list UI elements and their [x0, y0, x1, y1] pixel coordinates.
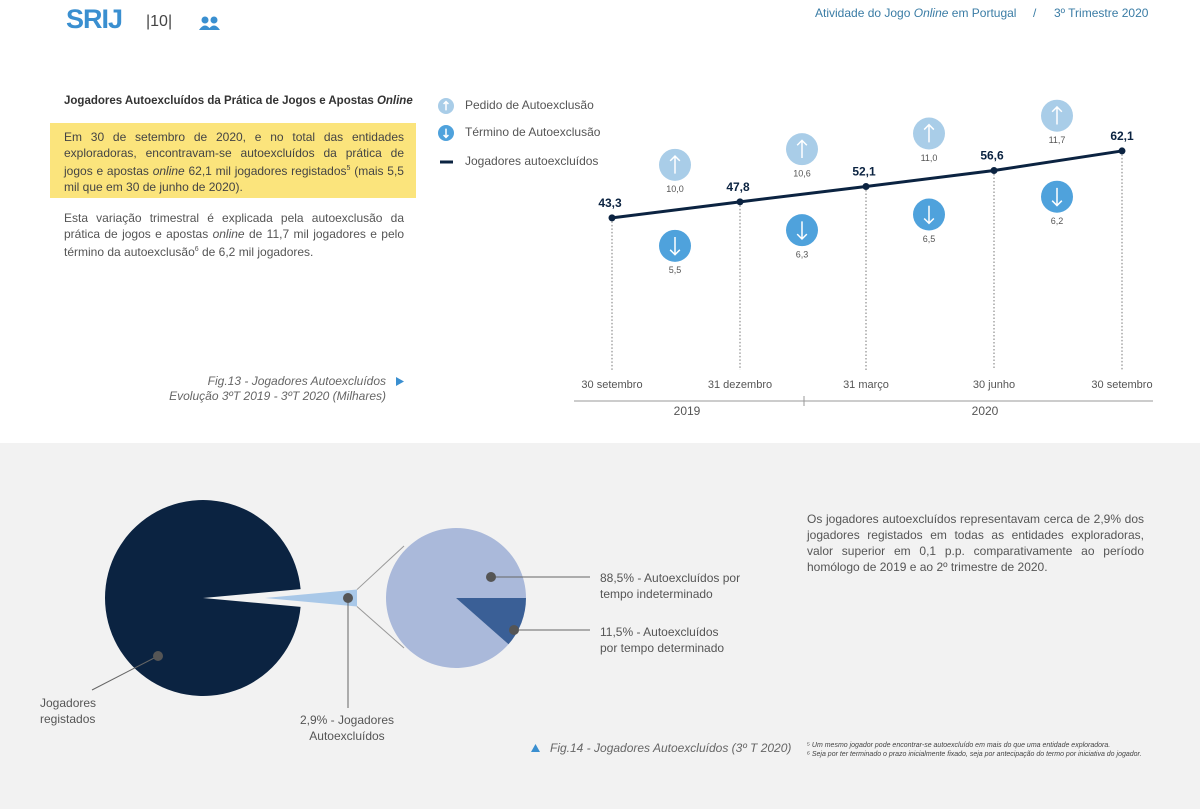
header-title: Atividade do Jogo Online em Portugal — [815, 6, 1016, 20]
footnote: ⁶ Seja por ter terminado o prazo inicial… — [807, 751, 1142, 758]
arrow — [1051, 187, 1063, 207]
value-label: 43,3 — [598, 196, 622, 210]
text: Online — [913, 6, 949, 20]
point — [990, 167, 998, 175]
text: online — [152, 164, 185, 178]
pie-label: Jogadores registados — [40, 696, 97, 726]
pie-label: 2,9% - Jogadores Autoexcluídos — [299, 713, 395, 743]
paragraph: Esta variação trimestral é explicada pel… — [64, 210, 404, 260]
point — [862, 183, 870, 191]
text: Atividade do Jogo — [815, 6, 914, 20]
leader-dot — [153, 651, 163, 661]
highlight-box — [50, 123, 416, 198]
text: 6 — [194, 246, 199, 253]
text: de 6,2 mil jogadores. — [198, 245, 314, 259]
point — [736, 198, 744, 206]
category-label: 31 dezembro — [708, 379, 772, 391]
logo: SRIJ — [66, 4, 123, 34]
figure-caption: Fig.14 - Jogadores Autoexcluídos (3º T 2… — [550, 741, 792, 755]
category-label: 30 setembro — [1091, 379, 1152, 391]
connector — [356, 606, 405, 649]
value-label: 5,5 — [669, 265, 682, 275]
arrow — [796, 139, 808, 158]
arrow — [669, 237, 681, 256]
text: Jogadores Autoexcluídos da Prática de Jo… — [64, 95, 377, 107]
footnote: ⁵ Um mesmo jogador pode encontrar-se aut… — [807, 742, 1111, 749]
text: (mais 5,5 mil que em 30 de junho de 2020… — [64, 164, 404, 194]
text: em Portugal — [948, 6, 1017, 20]
text: Em 30 de setembro de 2020, e no total da… — [64, 130, 404, 178]
year-label: 2019 — [674, 404, 701, 418]
arrow — [443, 128, 449, 139]
category-label: 31 março — [843, 379, 889, 391]
legend-label: Jogadores autoexcluídos — [465, 154, 598, 168]
arrow — [796, 221, 808, 241]
leader-dot — [343, 593, 353, 603]
text: 62,1 mil jogadores registados — [184, 164, 347, 178]
value-label: 47,8 — [726, 180, 750, 194]
figure-caption: Fig.13 - Jogadores Autoexcluídos Evolução… — [100, 374, 386, 404]
header-period: 3º Trimestre 2020 — [1054, 6, 1149, 20]
value-label: 10,6 — [793, 169, 811, 179]
value-label: 62,1 — [1110, 129, 1134, 143]
pie-slice — [456, 598, 526, 645]
year-label: 2020 — [972, 404, 999, 418]
page-number: |10| — [146, 13, 173, 30]
value-label: 6,2 — [1051, 216, 1064, 226]
value-label: 6,5 — [923, 234, 936, 244]
pie-slice — [104, 499, 301, 696]
text: de 11,7 mil jogadores e pelo término da … — [64, 227, 404, 259]
value-label: 56,6 — [980, 149, 1004, 163]
pie-slice — [386, 527, 526, 668]
leader-line — [91, 655, 159, 691]
arrow — [1051, 105, 1063, 125]
people-icon — [199, 16, 220, 30]
footnotes: ⁵ Um mesmo jogador pode encontrar-se aut… — [807, 741, 1147, 759]
text: Fig.13 - Jogadores Autoexcluídos — [207, 374, 386, 388]
leader-dot — [509, 625, 519, 635]
caption-arrow — [396, 377, 404, 386]
value-label: 52,1 — [852, 165, 876, 179]
highlight-text: Em 30 de setembro de 2020, e no total da… — [64, 129, 404, 195]
text: Esta variação trimestral é explicada pel… — [64, 211, 404, 241]
paragraph: Os jogadores autoexcluídos representavam… — [807, 512, 1144, 574]
value-label: 11,7 — [1049, 135, 1066, 145]
arrow — [669, 154, 681, 174]
legend-label: Término de Autoexclusão — [465, 125, 601, 139]
legend-label: Pedido de Autoexclusão — [465, 98, 594, 112]
text: 5 — [346, 165, 351, 172]
arrow — [923, 123, 935, 143]
caption-arrow — [531, 744, 540, 752]
point — [608, 214, 616, 222]
point — [1118, 147, 1126, 155]
arrow — [443, 100, 449, 111]
text: Evolução 3ºT 2019 - 3ºT 2020 (Milhares) — [169, 389, 386, 403]
separator: / — [1033, 6, 1037, 20]
category-label: 30 junho — [973, 379, 1015, 391]
pie-label: 11,5% - Autoexcluídos por tempo determin… — [600, 625, 725, 655]
connector — [356, 545, 405, 590]
section-heading: Jogadores Autoexcluídos da Prática de Jo… — [64, 95, 413, 107]
leader-dot — [486, 572, 496, 582]
category-label: 30 setembro — [581, 379, 642, 391]
value-label: 6,3 — [796, 250, 809, 260]
arrow — [923, 205, 935, 225]
pie-slice — [265, 589, 357, 607]
pie-label: 88,5% - Autoexcluídos por tempo indeterm… — [600, 571, 741, 601]
text: Online — [376, 95, 413, 107]
text: online — [212, 227, 245, 241]
value-label: 10,0 — [666, 184, 684, 194]
value-label: 11,0 — [921, 153, 938, 163]
